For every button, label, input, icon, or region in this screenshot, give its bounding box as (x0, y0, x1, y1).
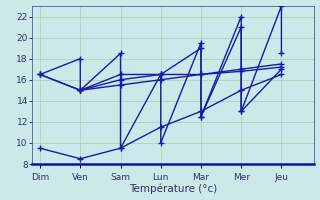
X-axis label: Température (°c): Température (°c) (129, 183, 217, 194)
